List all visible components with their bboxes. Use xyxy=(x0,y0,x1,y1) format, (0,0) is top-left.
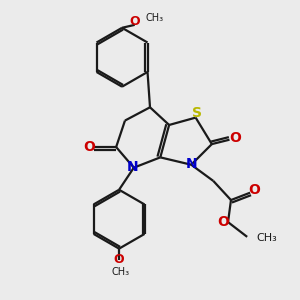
Text: CH₃: CH₃ xyxy=(256,233,277,243)
Text: CH₃: CH₃ xyxy=(112,267,130,277)
Text: O: O xyxy=(83,140,95,154)
Text: O: O xyxy=(217,215,229,229)
Text: S: S xyxy=(192,106,202,121)
Text: O: O xyxy=(114,253,124,266)
Text: O: O xyxy=(229,131,241,145)
Text: O: O xyxy=(249,183,260,197)
Text: N: N xyxy=(186,157,198,171)
Text: CH₃: CH₃ xyxy=(146,14,164,23)
Text: N: N xyxy=(127,160,138,174)
Text: O: O xyxy=(129,15,140,28)
